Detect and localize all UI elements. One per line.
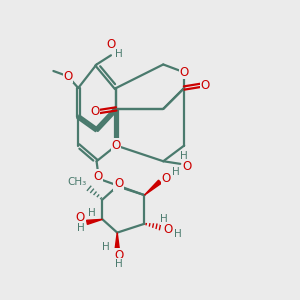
Text: H: H	[174, 229, 182, 239]
Text: O: O	[200, 79, 209, 92]
Text: H: H	[102, 242, 110, 253]
Polygon shape	[145, 180, 161, 195]
Text: O: O	[182, 160, 191, 173]
Text: O: O	[106, 38, 116, 51]
Text: CH₃: CH₃	[68, 177, 87, 187]
Text: O: O	[93, 169, 103, 183]
Text: O: O	[114, 249, 123, 262]
Text: O: O	[63, 70, 72, 83]
Text: O: O	[180, 66, 189, 79]
Text: H: H	[160, 214, 168, 224]
Text: O: O	[90, 105, 99, 118]
Text: H: H	[88, 208, 95, 218]
Text: H: H	[115, 259, 123, 269]
Text: H: H	[76, 223, 84, 233]
Text: O: O	[112, 139, 121, 152]
Polygon shape	[87, 219, 103, 224]
Text: O: O	[164, 223, 173, 236]
Text: O: O	[76, 212, 85, 224]
Text: O: O	[114, 177, 123, 190]
Text: O: O	[162, 172, 171, 185]
Text: H: H	[180, 152, 188, 161]
Text: H: H	[115, 49, 122, 59]
Polygon shape	[115, 232, 119, 249]
Text: H: H	[172, 167, 180, 177]
